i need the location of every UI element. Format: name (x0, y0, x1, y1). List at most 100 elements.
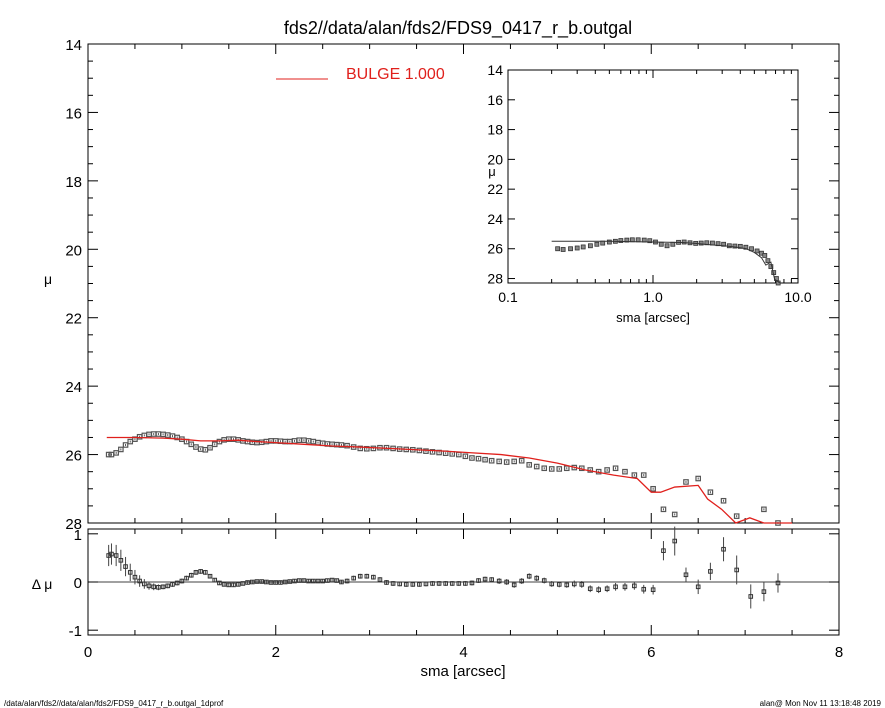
residual-data-point (364, 573, 370, 579)
main-data-point (541, 465, 548, 472)
inset-data-point (555, 246, 561, 252)
main-data-point (660, 506, 667, 513)
residual-data-point (632, 583, 637, 589)
residual-data-point (132, 574, 138, 580)
residual-data-point (351, 575, 356, 581)
inset-x-tick-label: 0.1 (498, 289, 518, 305)
main-y-tick-label: 20 (65, 242, 82, 259)
residual-data-point (384, 580, 389, 585)
main-data-point (105, 451, 112, 458)
residual-x-tick-label: 4 (459, 644, 467, 661)
inset-x-tick-label: 1.0 (643, 289, 663, 305)
main-data-point (548, 466, 555, 472)
residual-y-tick-label: 1 (74, 527, 82, 544)
residual-data-point (596, 587, 601, 593)
residual-data-point (325, 578, 330, 583)
residual-data-point (463, 581, 468, 586)
main-data-point (533, 463, 540, 470)
main-data-point (364, 445, 370, 452)
inset-x-tick-label: 10.0 (784, 289, 811, 305)
residual-data-point (334, 578, 340, 583)
residual-data-point (240, 581, 246, 586)
residual-data-point (259, 579, 264, 584)
residual-data-point (278, 580, 283, 585)
residual-data-point (556, 582, 562, 587)
main-y-tick-label: 18 (65, 174, 82, 191)
residual-data-point (695, 584, 701, 590)
main-data-point (556, 466, 563, 472)
residual-data-point (641, 586, 647, 592)
main-data-point (526, 462, 533, 468)
residual-data-point (549, 581, 555, 587)
residual-data-point (264, 579, 269, 585)
inset-x-axis-label: sma [arcsec] (616, 310, 690, 325)
inset-y-tick-label: 20 (487, 151, 503, 167)
residual-data-point (301, 578, 307, 583)
residual-data-point (311, 578, 316, 584)
main-data-point (503, 459, 510, 465)
residual-data-point (127, 570, 133, 575)
inset-data-point (670, 241, 676, 247)
residual-data-point (683, 572, 689, 578)
residual-data-point (571, 581, 577, 587)
residual-data-point (469, 580, 475, 586)
residual-data-point (526, 573, 532, 579)
main-data-point (612, 465, 619, 472)
residual-data-point (534, 575, 540, 581)
residual-data-point (198, 569, 203, 574)
residual-data-point (207, 573, 213, 579)
inset-data-point (737, 243, 743, 249)
residual-data-point (249, 579, 255, 585)
main-profile-panel: 14 16 18 20 22 24 26 28 μ BULGE 1.000 (44, 37, 840, 533)
residual-x-tick-label: 8 (835, 644, 843, 661)
legend-label: BULGE 1.000 (346, 66, 445, 83)
residual-data-point (170, 582, 175, 587)
residual-data-point (193, 570, 199, 575)
residual-data-point (329, 577, 335, 583)
residual-data-point (377, 577, 383, 582)
residual-data-point (436, 581, 442, 586)
residual-data-point (245, 580, 250, 585)
residual-data-point (519, 578, 525, 584)
residual-data-point (476, 578, 481, 583)
residual-data-point (160, 584, 166, 590)
residual-data-point (188, 572, 194, 578)
inset-data-point (635, 237, 641, 243)
main-y-tick-label: 14 (65, 37, 82, 54)
inset-data-point (765, 258, 771, 264)
inset-data-point (580, 244, 586, 250)
inset-data-point (647, 238, 653, 244)
main-data-point (118, 446, 124, 453)
main-data-point (604, 467, 610, 473)
inset-y-axis-label: μ (488, 164, 496, 179)
main-data-point (720, 497, 727, 504)
residual-data-point (604, 586, 610, 592)
main-y-axis-label: μ (44, 271, 52, 287)
residual-data-point (282, 579, 288, 585)
inset-y-tick-label: 28 (487, 271, 503, 287)
residual-x-tick-label: 6 (647, 644, 655, 661)
residual-data-point (344, 578, 350, 584)
main-data-point (344, 442, 350, 449)
inset-data-point (698, 240, 704, 246)
main-data-point (122, 442, 129, 448)
residual-data-point (226, 582, 232, 588)
inset-data-point (606, 239, 612, 245)
residual-data-point (151, 584, 157, 590)
main-model-line (106, 436, 793, 524)
residual-data-point (734, 567, 739, 573)
residual-data-point (254, 579, 260, 584)
main-data-point (207, 444, 213, 451)
inset-model-line (551, 240, 781, 284)
residual-data-point (443, 581, 448, 586)
residual-x-tick-label: 2 (272, 644, 280, 661)
residual-data-point (184, 575, 189, 581)
main-data-point (338, 442, 345, 448)
residual-data-point (235, 582, 241, 587)
residual-data-point (579, 582, 585, 587)
residual-data-point (761, 589, 767, 594)
residual-data-point (142, 581, 147, 587)
main-y-tick-label: 28 (65, 516, 82, 533)
inset-y-tick-label: 18 (487, 122, 503, 138)
